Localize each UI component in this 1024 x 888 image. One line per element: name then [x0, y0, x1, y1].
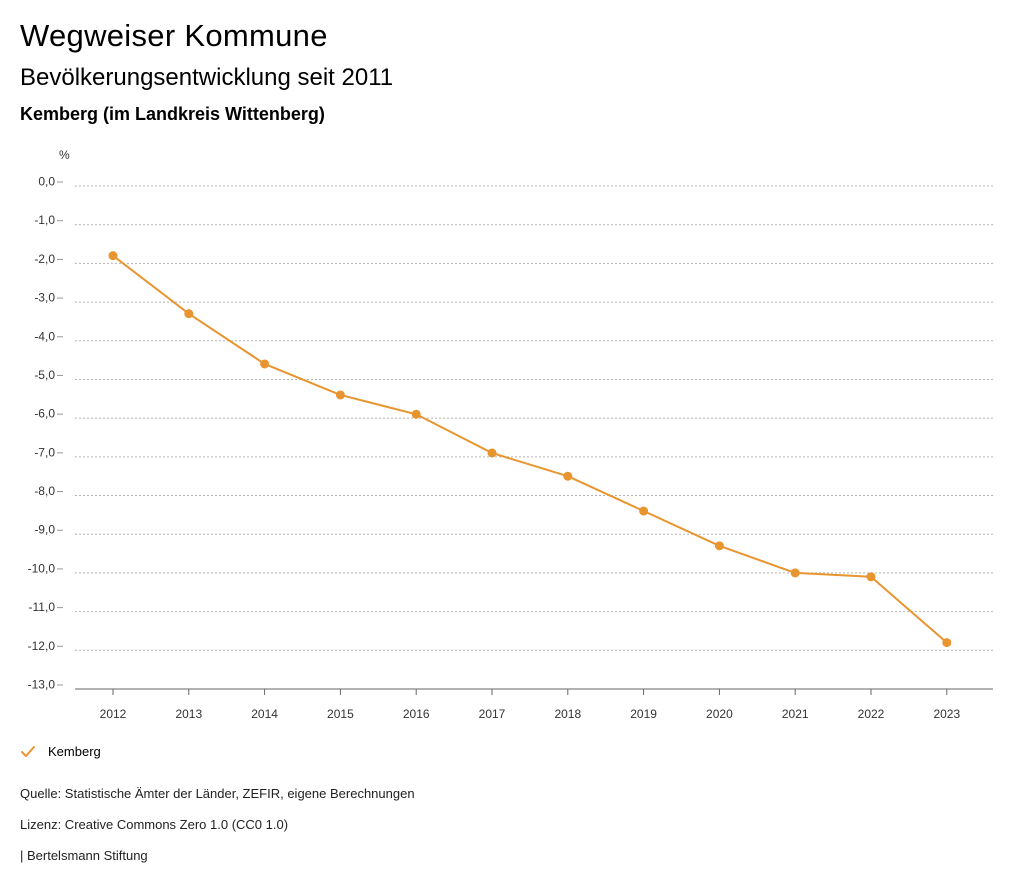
y-tick-label: -12,0: [28, 639, 56, 653]
data-point[interactable]: [639, 506, 649, 516]
y-tick-label: -3,0: [34, 291, 55, 305]
data-point[interactable]: [487, 448, 497, 458]
y-tick-label: -9,0: [34, 523, 55, 537]
data-point[interactable]: [790, 568, 800, 578]
region-label: Kemberg (im Landkreis Wittenberg): [20, 104, 325, 124]
y-tick-label: -5,0: [34, 368, 55, 382]
data-point[interactable]: [563, 471, 573, 481]
data-point[interactable]: [866, 572, 876, 582]
data-point[interactable]: [260, 359, 270, 369]
x-tick-label: 2017: [479, 707, 506, 721]
chart-subtitle: Bevölkerungsentwicklung seit 2011: [20, 64, 394, 91]
series-line-kemberg: [112, 254, 948, 644]
data-point[interactable]: [108, 251, 118, 261]
page-title: Wegweiser Kommune: [20, 18, 328, 53]
series-layer: [108, 251, 952, 648]
x-tick-label: 2018: [554, 707, 581, 721]
x-tick-label: 2016: [403, 707, 430, 721]
y-tick-label: 0,0: [38, 175, 55, 189]
x-tick-label: 2020: [706, 707, 733, 721]
source-note: Quelle: Statistische Ämter der Länder, Z…: [20, 786, 415, 801]
y-tick-label: -2,0: [34, 252, 55, 266]
axes: 0,0 -1,0 -2,0 -3,0 -4,0 -5,0 -6,0 -7,0 -8,0 -9,0 -…: [28, 175, 961, 722]
x-tick-label: 2012: [100, 707, 127, 721]
x-tick-label: 2019: [630, 707, 657, 721]
line-chart: % 0,0 -1,0 -2,0 -3,0 -4,0 -5,0 -6,0 -7,0 -8,0 -9,…: [28, 148, 993, 722]
y-tick-label: -10,0: [28, 561, 56, 575]
data-point[interactable]: [714, 541, 724, 551]
data-point[interactable]: [411, 409, 421, 419]
x-tick-label: 2023: [933, 707, 960, 721]
y-tick-label: -6,0: [34, 407, 55, 421]
data-point[interactable]: [335, 390, 345, 400]
data-point[interactable]: [184, 309, 194, 319]
grid-lines: [75, 185, 993, 690]
x-tick-label: 2022: [858, 707, 885, 721]
y-tick-label: -13,0: [28, 678, 56, 692]
check-icon: [21, 745, 35, 757]
y-tick-label: -8,0: [34, 484, 55, 498]
legend-label: Kemberg: [48, 744, 101, 759]
y-tick-label: -4,0: [34, 329, 55, 343]
data-point[interactable]: [942, 638, 952, 648]
y-tick-label: -11,0: [29, 600, 56, 614]
x-tick-label: 2015: [327, 707, 354, 721]
y-tick-label: -1,0: [34, 213, 55, 227]
y-tick-label: -7,0: [34, 445, 55, 459]
y-axis-unit-label: %: [59, 148, 70, 162]
x-tick-label: 2014: [251, 707, 278, 721]
license-note: Lizenz: Creative Commons Zero 1.0 (CC0 1…: [20, 817, 289, 832]
x-tick-label: 2013: [175, 707, 202, 721]
publisher-note: | Bertelsmann Stiftung: [20, 848, 148, 863]
x-tick-label: 2021: [782, 707, 809, 721]
legend-item-kemberg[interactable]: Kemberg: [20, 744, 101, 759]
